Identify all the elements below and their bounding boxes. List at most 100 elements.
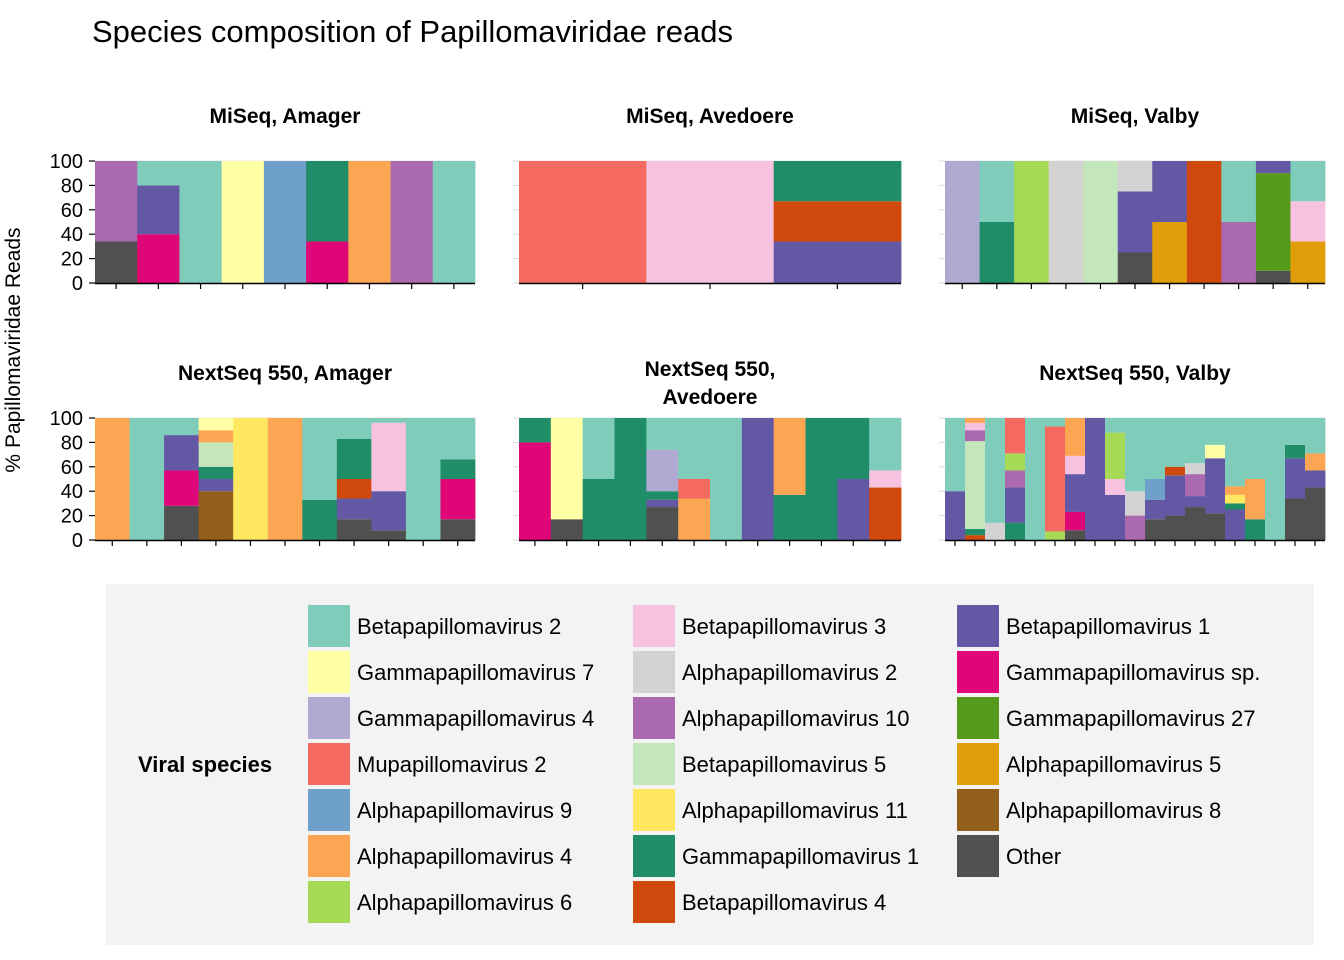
bar-segment: [519, 418, 552, 443]
bar-segment: [1205, 418, 1226, 445]
y-tick-label: 20: [61, 506, 83, 528]
legend-swatch: [308, 651, 350, 693]
bar-segment: [805, 418, 838, 540]
bar-segment: [678, 498, 711, 540]
bar-segment: [1045, 418, 1066, 427]
bar-segment: [371, 422, 407, 492]
bar-segment: [1185, 507, 1206, 540]
bar-segment: [1185, 463, 1206, 475]
bar-segment: [1005, 487, 1026, 523]
legend-swatch: [633, 651, 675, 693]
bar-segment: [1125, 418, 1146, 492]
bar-segment: [614, 418, 647, 540]
bar-segment: [979, 222, 1015, 283]
bar-segment: [1245, 519, 1266, 540]
bar-segment: [164, 435, 200, 471]
bar-segment: [1065, 511, 1086, 531]
bar-segment: [1048, 161, 1084, 283]
panel: NextSeq 550, Valby: [939, 362, 1326, 546]
bar-segment: [646, 499, 679, 508]
panel-title: NextSeq 550, Amager: [178, 362, 392, 385]
panel: NextSeq 550, Avedoere: [513, 358, 902, 546]
bar-segment: [440, 459, 476, 479]
bar-segment: [1225, 418, 1246, 487]
legend-title: Viral species: [138, 752, 273, 777]
legend-label: Alphapapillomavirus 9: [357, 798, 573, 823]
bar-segment: [979, 161, 1015, 222]
bar-segment: [1225, 509, 1246, 540]
bar-segment: [198, 418, 234, 431]
panel-title: MiSeq, Avedoere: [626, 105, 794, 128]
bar-segment: [741, 418, 775, 540]
bar-segment: [1117, 252, 1153, 283]
bar-segment: [519, 442, 552, 540]
bar-segment: [965, 422, 986, 431]
bar-segment: [710, 418, 743, 540]
legend-swatch: [633, 835, 675, 877]
legend-swatch: [308, 697, 350, 739]
bar-segment: [1125, 515, 1146, 540]
bar-segment: [263, 161, 307, 283]
bar-segment: [550, 519, 584, 540]
y-tick-label: 0: [72, 273, 83, 295]
legend-swatch: [633, 697, 675, 739]
bar-segment: [440, 479, 476, 520]
bar-segment: [646, 491, 679, 500]
legend-label: Gammapapillomavirus 4: [357, 706, 595, 731]
y-tick-label: 80: [61, 175, 83, 197]
legend-swatch: [957, 697, 999, 739]
bar-segment: [1005, 522, 1026, 540]
bar-segment: [1065, 474, 1086, 512]
bar-segment: [371, 491, 407, 531]
bar-segment: [965, 535, 986, 540]
legend-swatch: [957, 605, 999, 647]
bar-segment: [1221, 161, 1257, 222]
panel: MiSeq, Valby: [939, 105, 1326, 289]
bar-segment: [1285, 498, 1306, 540]
bar-segment: [302, 499, 338, 540]
legend-label: Alphapapillomavirus 4: [357, 844, 573, 869]
legend-label: Alphapapillomavirus 2: [682, 660, 898, 685]
bar-segment: [1165, 466, 1186, 476]
bar-segment: [869, 487, 902, 540]
legend-swatch: [957, 789, 999, 831]
legend-swatch: [633, 881, 675, 923]
bar-segment: [965, 529, 986, 536]
legend-label: Other: [1006, 844, 1062, 869]
legend-swatch: [957, 743, 999, 785]
legend-swatch: [308, 743, 350, 785]
bar-segment: [945, 491, 966, 540]
bar-segment: [1205, 444, 1226, 459]
bar-segment: [1185, 418, 1206, 464]
bar-segment: [1045, 426, 1066, 532]
legend-label: Alphapapillomavirus 11: [682, 798, 908, 823]
y-tick-label: 60: [61, 200, 83, 222]
bar-segment: [945, 161, 980, 283]
bar-segment: [440, 418, 476, 460]
bar-segment: [306, 161, 349, 242]
bar-segment: [95, 161, 138, 242]
bar-segment: [582, 479, 615, 540]
bar-segment: [1045, 531, 1066, 540]
bar-segment: [773, 201, 902, 242]
legend-label: Gammapapillomavirus 1: [682, 844, 920, 869]
bar-segment: [336, 519, 372, 540]
legend-label: Betapapillomavirus 3: [682, 614, 887, 639]
bar-segment: [1014, 161, 1050, 283]
legend-label: Betapapillomavirus 5: [682, 752, 887, 777]
legend-label: Alphapapillomavirus 8: [1006, 798, 1222, 823]
panel-title: Avedoere: [663, 386, 758, 409]
bar-segment: [837, 479, 870, 540]
y-tick-label: 20: [61, 249, 83, 271]
bar-segment: [1145, 519, 1166, 540]
legend-swatch: [633, 789, 675, 831]
y-tick-label: 80: [61, 432, 83, 454]
bar-segment: [129, 418, 165, 540]
bar-segment: [306, 241, 349, 283]
bar-segment: [1145, 499, 1166, 520]
bar-segment: [1065, 530, 1086, 540]
y-tick-label: 60: [61, 457, 83, 479]
bar-segment: [198, 466, 234, 479]
